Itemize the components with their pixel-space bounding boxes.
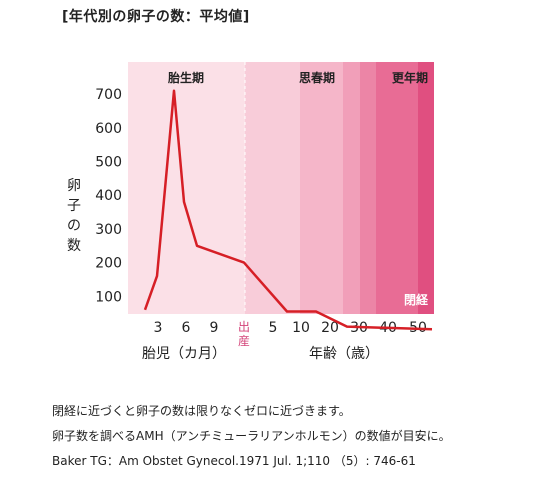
x-tick-label-age: 10 <box>292 320 310 336</box>
line-chart: 胎生期 思春期 更年期 100 200 300 400 500 600 700 卵子の数 3 6 9 5 10… <box>67 62 434 362</box>
period-band-1 <box>245 62 300 314</box>
x-axis-label-fetal: 胎児（カ月） <box>142 346 226 362</box>
period-band-2 <box>300 62 343 314</box>
band-label-2: 更年期 <box>392 70 428 85</box>
period-band-0 <box>128 62 245 314</box>
y-tick-label: 600 <box>95 121 122 137</box>
y-tick-label: 700 <box>95 87 122 103</box>
birth-label: 出産 <box>238 320 250 348</box>
x-axis-label-age: 年齢（歳） <box>309 346 379 362</box>
x-tick-label-age: 20 <box>321 320 339 336</box>
note-line-1: 閉経に近づくと卵子の数は限りなくゼロに近づきます。 <box>52 404 351 418</box>
y-axis-label: 卵子の数 <box>67 178 81 254</box>
x-tick-label-fetal: 6 <box>182 320 191 336</box>
y-tick-label: 400 <box>95 188 122 204</box>
y-tick-label: 200 <box>95 256 122 272</box>
x-tick-label-fetal: 9 <box>210 320 219 336</box>
band-label-0: 胎生期 <box>168 70 204 85</box>
period-band-4 <box>360 62 376 314</box>
note-citation: Baker TG：Am Obstet Gynecol.1971 Jul. 1;1… <box>52 454 416 468</box>
y-tick-label: 300 <box>95 222 122 238</box>
period-band-6 <box>418 62 434 314</box>
y-tick-label: 100 <box>95 289 122 305</box>
menopause-label: 閉経 <box>404 292 429 307</box>
y-tick-label: 500 <box>95 155 122 171</box>
period-band-5 <box>376 62 418 314</box>
x-tick-label-fetal: 3 <box>154 320 163 336</box>
period-band-3 <box>343 62 360 314</box>
chart-title: [年代別の卵子の数：平均値] <box>62 9 250 25</box>
x-tick-label-age: 5 <box>269 320 278 336</box>
note-line-2: 卵子数を調べるAMH（アンチミューラリアンホルモン）の数値が目安に。 <box>52 429 451 443</box>
band-label-1: 思春期 <box>299 70 335 85</box>
series-line <box>143 89 433 331</box>
